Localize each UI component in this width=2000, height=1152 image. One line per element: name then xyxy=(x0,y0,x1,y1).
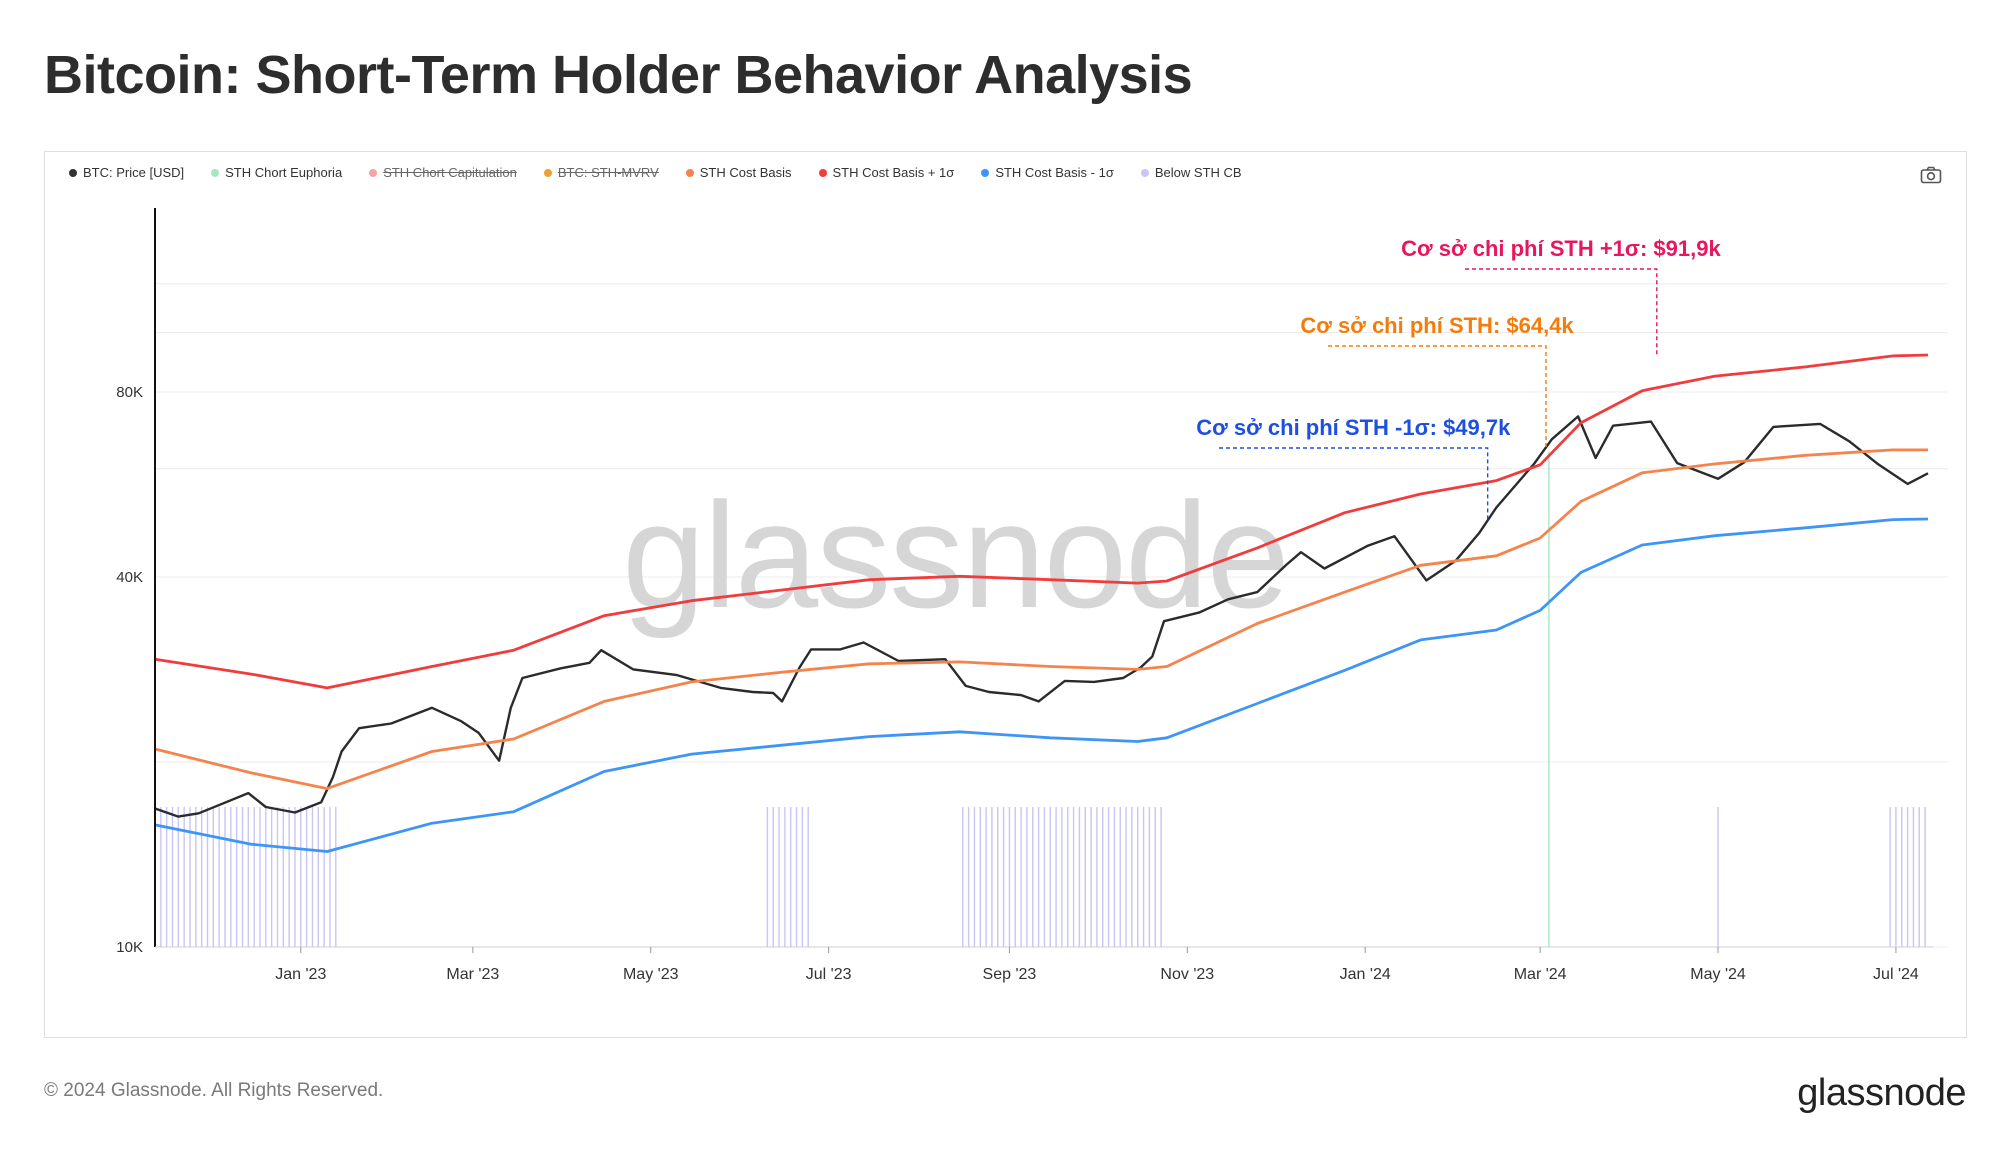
legend-item[interactable]: STH Cost Basis xyxy=(685,165,792,180)
chart-legend: BTC: Price [USD] STH Chort Euphoria STH Ch… xyxy=(69,165,1269,180)
legend-dot-icon xyxy=(369,168,378,177)
legend-dot-icon xyxy=(818,168,827,177)
legend-label: STH Chort Capitulation xyxy=(383,165,517,180)
x-tick-label: Jan '23 xyxy=(275,966,326,983)
x-tick-label: Mar '24 xyxy=(1514,966,1567,983)
legend-dot-icon xyxy=(685,168,694,177)
legend-label: STH Chort Euphoria xyxy=(225,165,343,180)
annotation-leader xyxy=(1328,345,1547,450)
legend-label: Below STH CB xyxy=(1154,165,1242,180)
y-tick-label: 10K xyxy=(116,939,143,956)
legend-label: STH Cost Basis - 1σ xyxy=(995,165,1114,180)
x-tick-label: Jan '24 xyxy=(1340,966,1391,983)
x-tick-label: May '24 xyxy=(1690,966,1746,983)
legend-dot-icon xyxy=(211,168,220,177)
page-title: Bitcoin: Short-Term Holder Behavior Anal… xyxy=(44,45,1193,105)
y-tick-label: 40K xyxy=(116,569,143,586)
x-tick-label: Mar '23 xyxy=(446,966,499,983)
legend-item[interactable]: STH Chort Capitulation xyxy=(369,165,517,180)
annotation-label: Cơ sở chi phí STH: $64,4k xyxy=(1300,313,1574,338)
series-line xyxy=(154,353,1929,690)
chart-panel: BTC: Price [USD] STH Chort Euphoria STH Ch… xyxy=(44,151,1967,1038)
legend-dot-icon xyxy=(981,168,990,177)
x-tick-label: Jul '23 xyxy=(806,966,852,983)
camera-icon[interactable] xyxy=(1920,166,1942,184)
legend-dot-icon xyxy=(543,168,552,177)
legend-item[interactable]: STH Cost Basis + 1σ xyxy=(818,165,955,180)
legend-dot-icon xyxy=(1140,168,1149,177)
legend-item[interactable]: STH Chort Euphoria xyxy=(211,165,342,180)
chart-plot: glassnode 10K 40K 80K Jan '23 Mar '23 May '23 J… xyxy=(116,208,1948,983)
annotation-label: Cơ sở chi phí STH -1σ: $49,7k xyxy=(1196,415,1511,440)
legend-item[interactable]: Below STH CB xyxy=(1140,165,1242,180)
legend-item[interactable]: BTC: STH-MVRV xyxy=(543,165,659,180)
x-tick-label: Nov '23 xyxy=(1160,966,1214,983)
annotation-leader xyxy=(1465,268,1658,355)
annotation-label: Cơ sở chi phí STH +1σ: $91,9k xyxy=(1401,236,1721,261)
footer-logo: glassnode xyxy=(1797,1072,1966,1114)
x-tick-label: May '23 xyxy=(623,966,679,983)
legend-label: STH Cost Basis + 1σ xyxy=(832,165,955,180)
legend-item[interactable]: STH Cost Basis - 1σ xyxy=(981,165,1114,180)
legend-label: BTC: STH-MVRV xyxy=(557,165,659,180)
y-tick-label: 80K xyxy=(116,384,143,401)
series-line xyxy=(154,517,1929,853)
legend-dot-icon xyxy=(69,168,77,177)
legend-label: STH Cost Basis xyxy=(699,165,792,180)
legend-label: BTC: Price [USD] xyxy=(83,165,185,180)
watermark: glassnode xyxy=(622,471,1288,639)
annotation-leader xyxy=(1219,447,1489,520)
x-tick-label: Sep '23 xyxy=(983,966,1037,983)
series-line xyxy=(154,448,1928,790)
footer-copyright: © 2024 Glassnode. All Rights Reserved. xyxy=(44,1080,384,1101)
x-tick-label: Jul '24 xyxy=(1873,966,1919,983)
legend-item[interactable]: BTC: Price [USD] xyxy=(69,165,184,180)
series-line xyxy=(154,415,1929,818)
